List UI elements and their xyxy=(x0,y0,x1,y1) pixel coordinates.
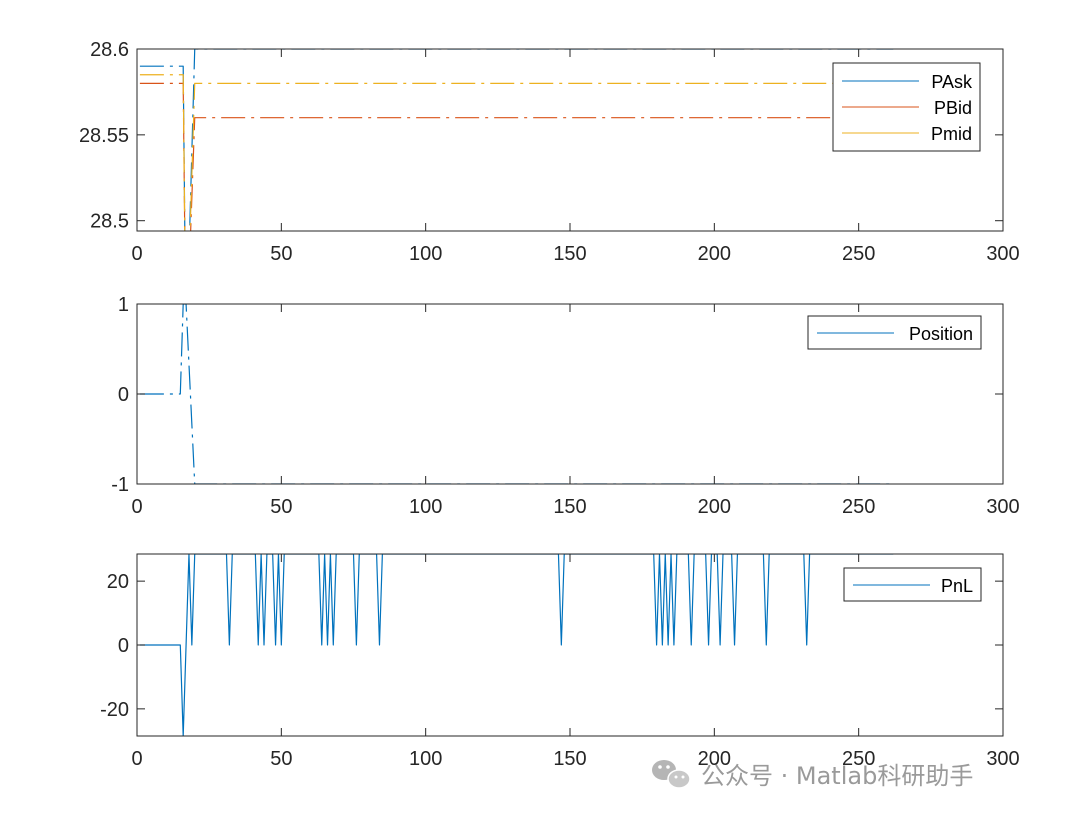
x-tick-label: 150 xyxy=(553,748,586,770)
watermark-text: 公众号 · Matlab科研助手 xyxy=(701,762,973,790)
x-tick-label: 0 xyxy=(131,748,142,770)
legend-label-pbid: PBid xyxy=(934,98,972,118)
x-tick-label: 0 xyxy=(131,496,142,518)
y-tick-label: 28.6 xyxy=(90,39,129,61)
wechat-icon xyxy=(652,760,691,789)
x-tick-label: 150 xyxy=(553,243,586,265)
legend-label-pmid: Pmid xyxy=(931,124,972,144)
x-tick-label: 250 xyxy=(842,748,875,770)
x-tick-label: 300 xyxy=(986,748,1019,770)
series-layer xyxy=(139,554,894,736)
x-tick-label: 300 xyxy=(986,496,1019,518)
y-tick-label: -20 xyxy=(100,699,129,721)
x-tick-label: 200 xyxy=(698,496,731,518)
series-line-pbid xyxy=(139,82,894,231)
watermark: 公众号 · Matlab科研助手 xyxy=(652,760,973,790)
x-tick-label: 50 xyxy=(270,748,292,770)
x-tick-label: 300 xyxy=(986,243,1019,265)
x-tick-label: 150 xyxy=(553,496,586,518)
series-layer xyxy=(139,49,894,231)
x-tick-label: 250 xyxy=(842,496,875,518)
subplot-position: 0 50 100 150 200 250 300 -101 Position xyxy=(111,294,1019,518)
legend: PAsk PBid Pmid xyxy=(832,62,981,152)
x-tick-label: 100 xyxy=(409,243,442,265)
x-tick-label: 200 xyxy=(698,748,731,770)
subplot-prices: 0 50 100 150 200 250 300 28.5 28.55 28.6 PAsk PB… xyxy=(79,39,1020,265)
x-tick-label: 0 xyxy=(131,243,142,265)
subplot-pnl: 0 50 100 150 200 250 300 -20 0 20 PnL xyxy=(100,553,1020,770)
x-tick-label: 50 xyxy=(270,243,292,265)
y-axis: -20 0 20 xyxy=(100,571,1003,721)
x-tick-label: 50 xyxy=(270,496,292,518)
x-tick-label: 200 xyxy=(698,243,731,265)
y-tick-label: 28.55 xyxy=(79,125,129,147)
y-tick-label: 28.5 xyxy=(90,211,129,233)
x-tick-label: 250 xyxy=(842,243,875,265)
x-axis: 0 50 100 150 200 250 300 xyxy=(131,554,1020,770)
x-tick-label: 100 xyxy=(409,496,442,518)
legend-label-position: Position xyxy=(909,324,973,344)
x-axis: 0 50 100 150 200 250 300 xyxy=(131,49,1020,265)
legend: Position xyxy=(807,315,982,350)
y-tick-label: 0 xyxy=(118,635,129,657)
y-axis: -1 0 1 xyxy=(111,294,1003,496)
x-tick-label: 100 xyxy=(409,748,442,770)
legend: PnL xyxy=(843,567,982,602)
y-tick-label: 20 xyxy=(107,571,129,593)
series-line-pmid xyxy=(139,74,894,231)
x-axis: 0 50 100 150 200 250 300 xyxy=(131,304,1020,518)
series-line-pnl xyxy=(139,554,894,736)
legend-label-pnl: PnL xyxy=(941,576,973,596)
y-axis: 28.5 28.55 28.6 xyxy=(79,39,1003,233)
y-tick-label: 0 xyxy=(118,384,129,406)
y-tick-label: 1 xyxy=(118,294,129,316)
legend-label-pask: PAsk xyxy=(931,72,973,92)
y-tick-label: -1 xyxy=(111,474,129,496)
